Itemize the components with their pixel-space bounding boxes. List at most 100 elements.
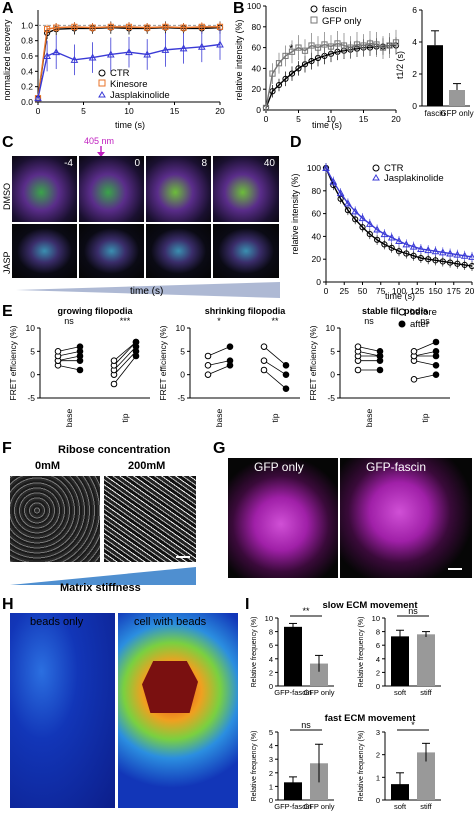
- e-pair-line: [413, 350, 437, 357]
- a-point: [144, 24, 151, 31]
- jasp-frame-1: [12, 224, 77, 278]
- i-ytick-label: 0: [269, 796, 273, 805]
- e-pair-line: [263, 360, 287, 376]
- a-point: [88, 53, 97, 61]
- b-ytick-label: 60: [252, 43, 262, 53]
- e-ytick-label: -5: [327, 393, 335, 403]
- d-point: [322, 163, 330, 171]
- d-point: [432, 257, 439, 264]
- b-bar-ytick-label: 2: [412, 69, 417, 79]
- legend-d-jasp: Jasplakinolide: [384, 173, 444, 184]
- e-pair-line: [207, 360, 231, 366]
- i-category: soft: [394, 802, 407, 811]
- a-ytick-label: 0.2: [21, 82, 33, 92]
- e-point-after: [282, 385, 290, 392]
- d-ytick-label: 60: [312, 209, 322, 219]
- panel-c: 405 nm -4 0 8 40 DMSO JASP time (s): [0, 134, 285, 302]
- e-ylabel: FRET efficiency (%): [158, 325, 168, 400]
- g-title-fascin: GFP-fascin: [366, 460, 427, 474]
- stiffness-label: Matrix stiffness: [60, 582, 141, 594]
- b-point: [360, 42, 367, 49]
- e-point-after: [432, 371, 440, 378]
- i-ytick-label: 3: [269, 755, 273, 764]
- d-point: [425, 256, 432, 263]
- b-ytick-label: 0: [256, 105, 261, 115]
- e-point-after: [76, 366, 84, 374]
- legend-marker-gfp: [310, 16, 318, 24]
- laser-arrow-head: [97, 152, 105, 157]
- e-category: base: [364, 409, 374, 428]
- panel-label-h: H: [2, 596, 14, 613]
- i-category: GFP only: [303, 802, 334, 811]
- jasp-frame-4: [213, 224, 279, 278]
- e-ytick-label: 5: [30, 346, 35, 356]
- cell-with-beads-map: [118, 613, 238, 808]
- panel-d-xlabel: time (s): [385, 291, 415, 301]
- d-xtick-label: 125: [410, 286, 424, 296]
- e-significance: ns: [364, 316, 374, 326]
- e-point-before: [260, 357, 268, 364]
- e-ytick-label: -5: [177, 393, 185, 403]
- legend-before: before: [410, 307, 437, 318]
- e-ylabel: FRET efficiency (%): [8, 325, 18, 400]
- i-significance: *: [411, 720, 415, 730]
- e-ytick-label: 10: [26, 323, 36, 333]
- b-xtick-label: 15: [359, 114, 369, 124]
- b-bar-ytick-label: 6: [412, 5, 417, 15]
- a-point: [71, 23, 78, 30]
- d-xtick-label: 200: [465, 286, 474, 296]
- a-point: [53, 24, 60, 31]
- e-pair-line: [357, 346, 381, 352]
- legend-marker-fascin: [310, 5, 318, 13]
- b-point: [321, 41, 328, 48]
- e-pair-line: [113, 341, 137, 361]
- e-point-before: [410, 348, 418, 355]
- i-ytick-label: 0: [269, 682, 273, 691]
- i-significance: ns: [408, 606, 418, 616]
- e-category: tip: [270, 413, 280, 422]
- a-ytick-label: 0.8: [21, 36, 33, 46]
- d-xtick-label: 50: [358, 286, 368, 296]
- a-ytick-label: 0.4: [21, 66, 33, 76]
- d-ytick-label: 20: [312, 254, 322, 264]
- a-ytick-label: 1.0: [21, 20, 33, 30]
- d-ytick-label: 80: [312, 186, 322, 196]
- b-point: [308, 42, 315, 49]
- panel-i-chart: slow ECM movement fast ECM movement 0 2 4 6…: [251, 600, 441, 811]
- e-pair-line: [57, 355, 81, 362]
- d-point: [380, 230, 389, 238]
- e-pair-line: [113, 351, 137, 375]
- i-ytick-label: 4: [269, 742, 273, 751]
- b-point: [392, 39, 400, 46]
- e-ytick-label: 10: [326, 323, 336, 333]
- b-point: [269, 70, 276, 77]
- dmso-frame-2: 0: [79, 156, 144, 222]
- e-point-before: [410, 376, 418, 383]
- d-point: [373, 225, 381, 233]
- i-category: stiff: [420, 802, 432, 811]
- e-point-before: [204, 371, 212, 378]
- e-significance: *: [217, 316, 221, 326]
- a-point: [106, 50, 115, 58]
- e-significance: ns: [420, 316, 430, 326]
- conc-200: 200mM: [128, 460, 166, 472]
- legend-gfp: GFP only: [322, 16, 362, 27]
- legend-after: after: [410, 319, 429, 330]
- jasp-frame-2: [79, 224, 144, 278]
- e-ytick-label: 0: [30, 370, 35, 380]
- d-point: [409, 242, 418, 250]
- a-point: [44, 26, 51, 33]
- i-bar: [417, 752, 435, 800]
- a-point: [107, 23, 114, 30]
- d-point: [395, 236, 403, 244]
- e-point-before: [204, 352, 212, 360]
- b-bar-ytick-label: 4: [412, 37, 417, 47]
- panel-b-bar-ylabel: t1/2 (s): [395, 51, 405, 79]
- e-point-before: [110, 357, 118, 364]
- b-point: [386, 42, 393, 49]
- i-category: stiff: [420, 688, 432, 697]
- d-xtick-label: 25: [340, 286, 350, 296]
- d-point: [417, 254, 424, 262]
- e-pair-line: [413, 360, 437, 366]
- b-point: [275, 81, 283, 89]
